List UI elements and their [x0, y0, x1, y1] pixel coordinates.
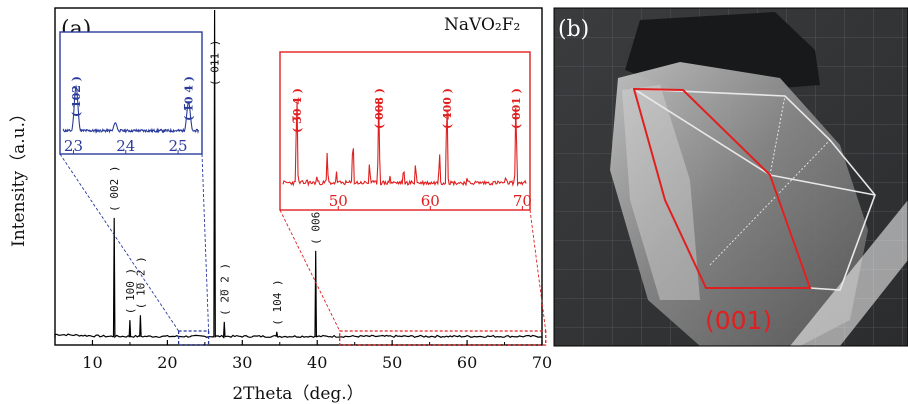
compound-label-text: NaVO₂F₂ — [444, 15, 520, 35]
face-001-outline — [632, 87, 812, 289]
zoom-connector-blue-right — [201, 153, 210, 332]
peak-label: ( 104 ) — [271, 279, 284, 325]
inset-peak-label: ( 3̅0 4 ) — [291, 88, 304, 133]
inset-tick-label: 70 — [513, 192, 532, 210]
x-tick-label: 70 — [532, 353, 552, 372]
habit-edge-2 — [769, 95, 786, 176]
inset-peak-label: ( 102 ) — [70, 76, 83, 117]
inset-blue: 23 24 25 ( 102 ) ( 1̅0 4 ) — [59, 31, 203, 155]
crystal-highlight — [622, 85, 700, 300]
inset-red: 50 60 70 ( 3̅0 4 ) ( 008 ) ( 400 ) ( 001 ) — [279, 51, 532, 211]
inset-peak-label: ( 1̅0 4 ) — [183, 76, 196, 121]
inset-red-frame — [279, 51, 531, 211]
compound-label: NaVO₂F₂ — [444, 15, 520, 35]
inset-peak-label: ( 008 ) — [373, 88, 386, 129]
peak-label: ( 1̅0 2 ) — [134, 256, 147, 309]
inset-blue-line — [62, 84, 200, 135]
inset-blue-peak-labels: ( 102 ) ( 1̅0 4 ) — [70, 76, 195, 121]
inset-tick-label: 23 — [64, 137, 83, 155]
zoom-connector-blue-left — [59, 153, 179, 332]
x-tick-label: 20 — [157, 353, 177, 372]
xrd-pattern-line — [54, 9, 543, 339]
x-tick-label: 60 — [457, 353, 477, 372]
x-axis-ticks: 10 20 30 40 50 60 70 — [54, 340, 552, 372]
x-tick-label: 40 — [307, 353, 327, 372]
x-tick-label: 50 — [382, 353, 402, 372]
inset-peak-label: ( 400 ) — [441, 88, 454, 129]
peak-label: ( 011 ) — [209, 40, 222, 86]
x-tick-label: 10 — [82, 353, 102, 372]
face-001-label: (001) — [705, 306, 772, 335]
x-tick-label: 30 — [232, 353, 252, 372]
peak-labels: ( 002 ) ( 100 )( 1̅0 2 ) ( 011 ) ( 2̅0 2 ) (… — [108, 40, 323, 326]
y-axis-label: Intensity（a.u.） — [9, 105, 29, 247]
inset-blue-frame — [59, 31, 203, 155]
zoom-connector-red-left — [279, 209, 341, 332]
inset-tick-label: 24 — [116, 137, 135, 155]
panel-b-label: (b) — [558, 17, 589, 42]
inset-peak-label: ( 001 ) — [510, 88, 523, 129]
inset-blue-ticks: 23 24 25 — [64, 137, 188, 155]
peak-label: ( 2̅0 2 ) — [218, 263, 231, 316]
zoom-connector-red-right — [529, 209, 547, 332]
peak-label: ( 002 ) — [108, 166, 121, 212]
xrd-panel: (a) NaVO₂F₂ ( 002 )( 100 )( 1̅0 2 )( 011… — [9, 7, 552, 404]
crystal-photo-panel: (b) (001) — [553, 7, 908, 347]
inset-red-ticks: 50 60 70 — [329, 192, 532, 210]
habit-edge-1 — [769, 174, 876, 196]
inset-tick-label: 25 — [169, 137, 188, 155]
inset-tick-label: 60 — [421, 192, 440, 210]
inset-tick-label: 50 — [329, 192, 348, 210]
habit-edge-3 — [709, 139, 831, 266]
crystal — [610, 62, 868, 346]
photo-frame — [553, 7, 908, 347]
inset-red-line — [282, 98, 527, 187]
x-axis-label: 2Theta（deg.） — [232, 384, 363, 404]
watermark-stroke — [790, 200, 908, 346]
inset-red-peak-labels: ( 3̅0 4 ) ( 008 ) ( 400 ) ( 001 ) — [291, 88, 523, 133]
peak-label: ( 100 ) — [124, 268, 137, 314]
zoom-region-blue — [177, 330, 210, 346]
